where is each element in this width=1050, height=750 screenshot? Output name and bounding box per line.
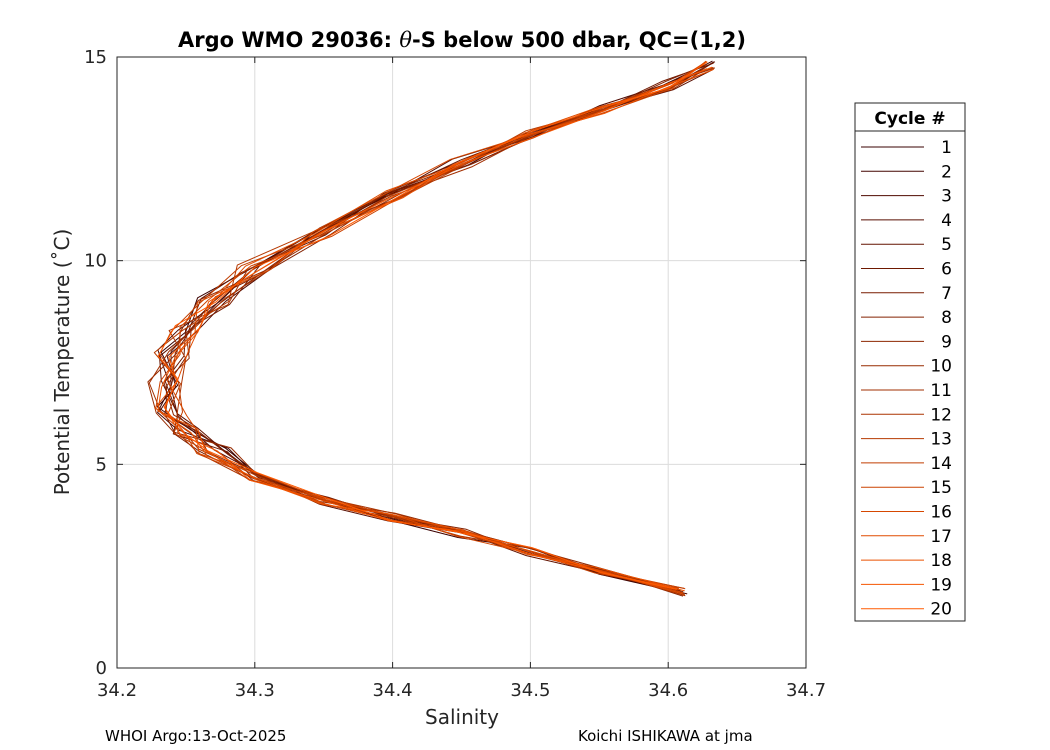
legend-label-cycle-19: 19 bbox=[930, 575, 952, 595]
legend-label-cycle-13: 13 bbox=[930, 430, 952, 450]
footer-right: Koichi ISHIKAWA at jma bbox=[578, 727, 753, 745]
x-tick-label: 34.7 bbox=[786, 680, 826, 701]
legend-label-cycle-4: 4 bbox=[941, 211, 952, 231]
legend-label-cycle-14: 14 bbox=[930, 454, 952, 474]
y-tick-label: 10 bbox=[84, 251, 107, 272]
y-axis-label: Potential Temperature (˚C) bbox=[50, 229, 74, 496]
series-line-cycle-20 bbox=[157, 61, 708, 590]
series-line-cycle-10 bbox=[147, 67, 716, 589]
legend-label-cycle-9: 9 bbox=[941, 332, 952, 352]
x-tick-label: 34.3 bbox=[235, 680, 275, 701]
legend-label-cycle-2: 2 bbox=[941, 162, 952, 182]
legend-label-cycle-5: 5 bbox=[941, 235, 952, 255]
legend-label-cycle-20: 20 bbox=[930, 600, 952, 620]
x-tick-label: 34.6 bbox=[648, 680, 688, 701]
axis-ticks: 34.2 34.3 34.4 34.5 34.6 34.7 0 5 10 15 bbox=[84, 47, 826, 701]
legend-label-cycle-1: 1 bbox=[941, 138, 952, 158]
x-axis-label: Salinity bbox=[425, 705, 499, 729]
legend-label-cycle-6: 6 bbox=[941, 260, 952, 280]
x-tick-label: 34.5 bbox=[510, 680, 550, 701]
legend-label-cycle-17: 17 bbox=[930, 527, 952, 547]
legend-label-cycle-15: 15 bbox=[930, 478, 952, 498]
legend-title: Cycle # bbox=[874, 109, 945, 129]
x-tick-label: 34.2 bbox=[97, 680, 137, 701]
footer-left: WHOI Argo:13-Oct-2025 bbox=[105, 727, 286, 745]
legend-box bbox=[854, 102, 966, 622]
y-tick-label: 5 bbox=[96, 454, 107, 475]
legend-label-cycle-16: 16 bbox=[930, 503, 952, 523]
chart-title: Argo WMO 29036: θ-S below 500 dbar, QC=(… bbox=[178, 28, 746, 52]
plot-frame bbox=[116, 56, 807, 669]
legend-label-cycle-11: 11 bbox=[930, 381, 952, 401]
series-lines bbox=[147, 60, 716, 597]
legend-label-cycle-18: 18 bbox=[930, 551, 952, 571]
chart-title-main: Argo WMO 29036: bbox=[178, 28, 399, 52]
legend-label-cycle-10: 10 bbox=[930, 357, 952, 377]
legend-label-cycle-7: 7 bbox=[941, 284, 952, 304]
y-tick-label: 15 bbox=[84, 47, 107, 68]
x-tick-label: 34.4 bbox=[373, 680, 413, 701]
y-tick-label: 0 bbox=[96, 658, 107, 679]
legend-label-cycle-3: 3 bbox=[941, 187, 952, 207]
legend-label-cycle-12: 12 bbox=[930, 405, 952, 425]
chart-title-rest: -S below 500 dbar, QC=(1,2) bbox=[412, 28, 746, 52]
legend-label-cycle-8: 8 bbox=[941, 308, 952, 328]
plot-area bbox=[117, 57, 806, 668]
chart-title-theta: θ bbox=[399, 28, 412, 52]
